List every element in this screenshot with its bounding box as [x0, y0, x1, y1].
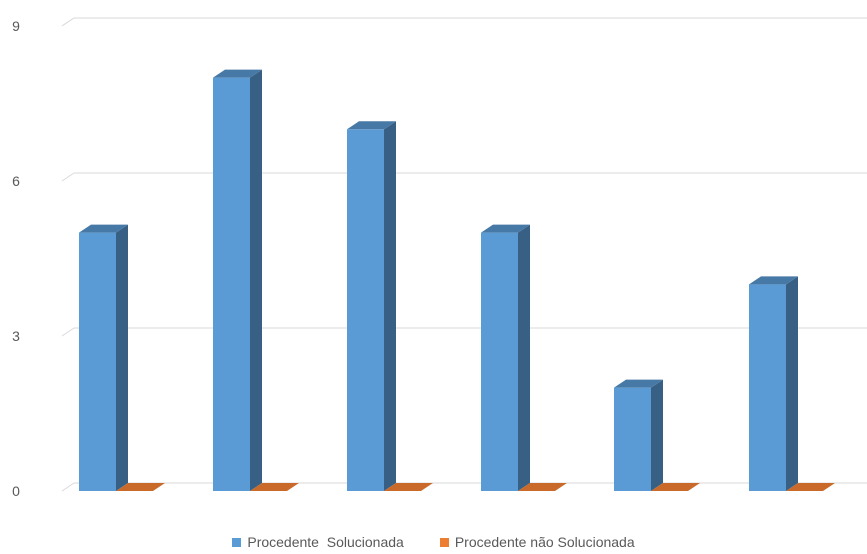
gridline-depth [61, 482, 75, 492]
legend-label-series-2: Procedente não Solucionada [454, 534, 635, 550]
bar-series-2-1-top [116, 483, 165, 491]
bar-series-1-4-front [481, 232, 518, 491]
bars [79, 69, 835, 491]
y-tick-label: 9 [12, 18, 20, 34]
bar-series-1-3-top [347, 121, 396, 130]
bar-series-1-5-top [614, 379, 663, 388]
bar-series-1-2-front [213, 77, 250, 491]
bar-series-2-2 [250, 483, 299, 491]
bar-series-1-3-side [384, 121, 396, 491]
legend-swatch-series-1 [232, 537, 242, 547]
bar-series-2-4 [518, 483, 567, 491]
gridlines [61, 17, 867, 492]
bar-series-1-2-side [250, 69, 262, 491]
y-axis-ticks: 0 3 6 9 [12, 18, 20, 499]
bar-series-2-6-top [786, 483, 835, 491]
y-tick-label: 6 [12, 173, 20, 189]
bar-series-1-6-top [749, 276, 798, 285]
bar-series-1-1-front [79, 232, 116, 491]
bar-series-1-5 [614, 379, 663, 491]
legend-item-series-1: Procedente Solucionada [232, 532, 404, 552]
bar-series-1-1-top [79, 224, 128, 233]
y-tick-label: 0 [12, 483, 20, 499]
bar-series-1-2-top [213, 69, 262, 78]
legend-swatch-series-2 [439, 537, 449, 547]
bar-series-2-5-top [651, 483, 700, 491]
legend-item-series-2: Procedente não Solucionada [439, 532, 635, 552]
bar-series-1-5-side [651, 379, 663, 491]
bar-series-1-3-front [347, 129, 384, 491]
bar-series-2-1 [116, 483, 165, 491]
bar-series-1-1-side [116, 224, 128, 491]
bar-series-1-4-top [481, 224, 530, 233]
bar-series-1-4-side [518, 224, 530, 491]
bar-series-1-6-front [749, 284, 786, 491]
bar-series-2-5 [651, 483, 700, 491]
bar-series-1-1 [79, 224, 128, 491]
bar-series-2-3-top [384, 483, 433, 491]
gridline-depth [61, 327, 75, 337]
y-tick-label: 3 [12, 328, 20, 344]
bar-series-1-5-front [614, 387, 651, 491]
bar-series-1-6-side [786, 276, 798, 491]
gridline-depth [61, 17, 75, 27]
bar-series-2-4-top [518, 483, 567, 491]
bar-series-1-3 [347, 121, 396, 491]
legend-label-series-1: Procedente Solucionada [247, 534, 404, 550]
bar-series-1-4 [481, 224, 530, 491]
bar-series-2-2-top [250, 483, 299, 491]
bar-series-1-6 [749, 276, 798, 491]
bar-series-1-2 [213, 69, 262, 491]
legend: Procedente Solucionada Procedente não So… [0, 532, 867, 552]
gridline-depth [61, 172, 75, 182]
bar-series-2-3 [384, 483, 433, 491]
bar-series-2-6 [786, 483, 835, 491]
